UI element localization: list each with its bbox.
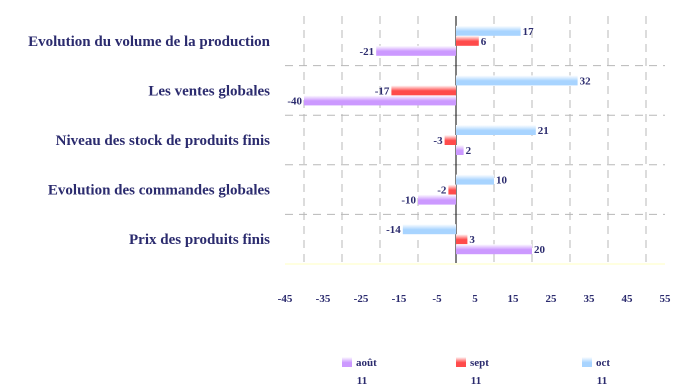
- data-label: -21: [360, 46, 375, 58]
- bar-2-2: [456, 125, 536, 135]
- category-label: Les ventes globales: [148, 83, 270, 99]
- legend: août 11 sept 11 oct 11: [342, 357, 610, 387]
- data-label: 20: [534, 244, 546, 256]
- data-label: 32: [580, 75, 592, 87]
- legend-swatch: [456, 357, 466, 367]
- data-label: 10: [496, 175, 508, 187]
- legend-swatch: [582, 357, 592, 367]
- category-label: Prix des produits finis: [129, 232, 270, 248]
- bar-1-2: [444, 135, 456, 145]
- legend-label: oct: [596, 357, 610, 369]
- x-tick-label: 35: [584, 293, 596, 305]
- x-tick-label: -5: [432, 293, 442, 305]
- category-label: Niveau des stock de produits finis: [56, 133, 271, 149]
- x-tick-label: 15: [508, 293, 520, 305]
- bar-0-0: [376, 45, 456, 56]
- bar-2-1: [456, 75, 578, 86]
- bars: [304, 25, 578, 255]
- data-label: -14: [386, 224, 401, 236]
- legend-label-line2: 11: [471, 375, 481, 387]
- bar-0-1: [304, 95, 456, 106]
- bar-2-4: [402, 224, 456, 235]
- data-label: 6: [481, 36, 487, 48]
- x-tick-label: 5: [472, 293, 478, 305]
- data-label: -3: [433, 135, 443, 147]
- data-labels: 17 6 -21 32 -17 -40 21 -3 2 10 -2 -10 -14 3 20: [287, 26, 591, 256]
- legend-swatch: [342, 357, 352, 367]
- category-label: Evolution des commandes globales: [48, 183, 270, 199]
- legend-label-line2: 11: [597, 375, 607, 387]
- bar-2-3: [456, 174, 494, 185]
- legend-label: août: [356, 357, 377, 369]
- bar-0-2: [456, 145, 464, 155]
- bar-1-4: [456, 234, 468, 245]
- x-tick-label: -45: [278, 293, 293, 305]
- bar-1-3: [448, 184, 456, 195]
- bar-1-1: [391, 85, 456, 96]
- data-label: 17: [523, 26, 535, 38]
- legend-label-line2: 11: [357, 375, 367, 387]
- bar-1-0: [456, 35, 479, 46]
- x-tick-label: -25: [354, 293, 369, 305]
- bar-0-4: [456, 244, 532, 255]
- data-label: 21: [538, 125, 549, 137]
- data-label: -10: [401, 195, 416, 207]
- bar-0-3: [418, 194, 456, 205]
- bar-2-0: [456, 25, 521, 36]
- x-tick-label: 45: [622, 293, 634, 305]
- data-label: 2: [466, 145, 472, 157]
- data-label: 3: [469, 234, 475, 246]
- category-label: Evolution du volume de la production: [28, 34, 271, 50]
- x-tick-label: 25: [546, 293, 558, 305]
- gridlines: [285, 16, 665, 265]
- data-label: -2: [437, 185, 447, 197]
- x-axis-tick-labels: -45 -35 -25 -15 -5 5 15 25 35 45 55: [278, 293, 671, 305]
- x-tick-label: -15: [392, 293, 407, 305]
- x-tick-label: 55: [660, 293, 672, 305]
- data-label: -17: [375, 85, 390, 97]
- category-labels: Evolution du volume de la production Les …: [28, 34, 271, 248]
- data-label: -40: [287, 95, 302, 107]
- x-tick-label: -35: [316, 293, 331, 305]
- legend-label: sept: [470, 357, 489, 369]
